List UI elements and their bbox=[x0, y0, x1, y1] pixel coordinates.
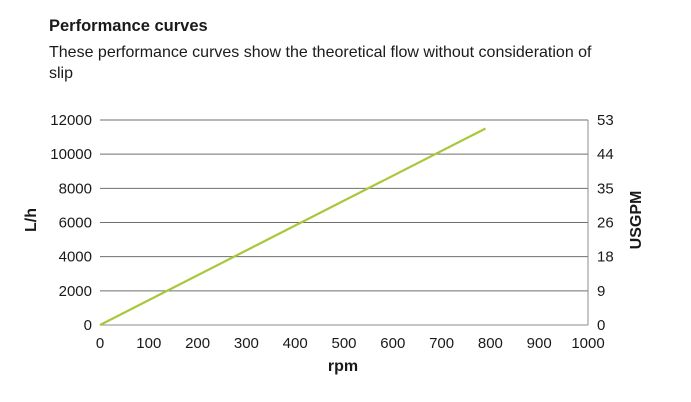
x-tick-label: 600 bbox=[380, 335, 405, 352]
gridlines bbox=[100, 119, 589, 326]
x-tick-label: 100 bbox=[136, 335, 161, 352]
x-axis-title: rpm bbox=[328, 358, 358, 375]
y-axis-title: L/h bbox=[23, 208, 40, 232]
y-tick-label: 4000 bbox=[59, 249, 92, 266]
y-tick-label: 12000 bbox=[50, 112, 92, 129]
x-tick-label: 700 bbox=[429, 335, 454, 352]
series-group bbox=[99, 127, 487, 326]
x-tick-label: 900 bbox=[527, 335, 552, 352]
y2-axis-ticks: 0 9 18 26 35 44 53 bbox=[597, 112, 614, 334]
x-tick-label: 200 bbox=[185, 335, 210, 352]
y-tick-label: 10000 bbox=[50, 146, 92, 163]
y-tick-label: 0 bbox=[84, 317, 92, 334]
x-tick-label: 500 bbox=[331, 335, 356, 352]
chart-title: Performance curves bbox=[49, 17, 208, 35]
y2-tick-label: 53 bbox=[597, 112, 614, 129]
y2-tick-label: 26 bbox=[597, 215, 614, 232]
x-tick-label: 0 bbox=[96, 335, 104, 352]
x-tick-label: 800 bbox=[478, 335, 503, 352]
x-tick-label: 1000 bbox=[571, 335, 604, 352]
y2-tick-label: 0 bbox=[597, 317, 605, 334]
y-axis-ticks: 0 2000 4000 6000 8000 10000 12000 bbox=[50, 112, 92, 334]
x-axis-ticks: 0 100 200 300 400 500 600 700 800 900 1000 bbox=[96, 335, 605, 352]
y2-tick-label: 35 bbox=[597, 180, 614, 197]
y-tick-label: 6000 bbox=[59, 215, 92, 232]
y2-tick-label: 18 bbox=[597, 249, 614, 266]
y2-tick-label: 44 bbox=[597, 146, 614, 163]
y2-tick-label: 9 bbox=[597, 283, 605, 300]
x-tick-label: 400 bbox=[283, 335, 308, 352]
y2-axis-title: USGPM bbox=[628, 191, 645, 250]
y-tick-label: 2000 bbox=[59, 283, 92, 300]
series-line bbox=[99, 127, 487, 326]
x-tick-label: 300 bbox=[234, 335, 259, 352]
y-tick-label: 8000 bbox=[59, 180, 92, 197]
chart-subtitle: These performance curves show the theore… bbox=[49, 44, 592, 82]
